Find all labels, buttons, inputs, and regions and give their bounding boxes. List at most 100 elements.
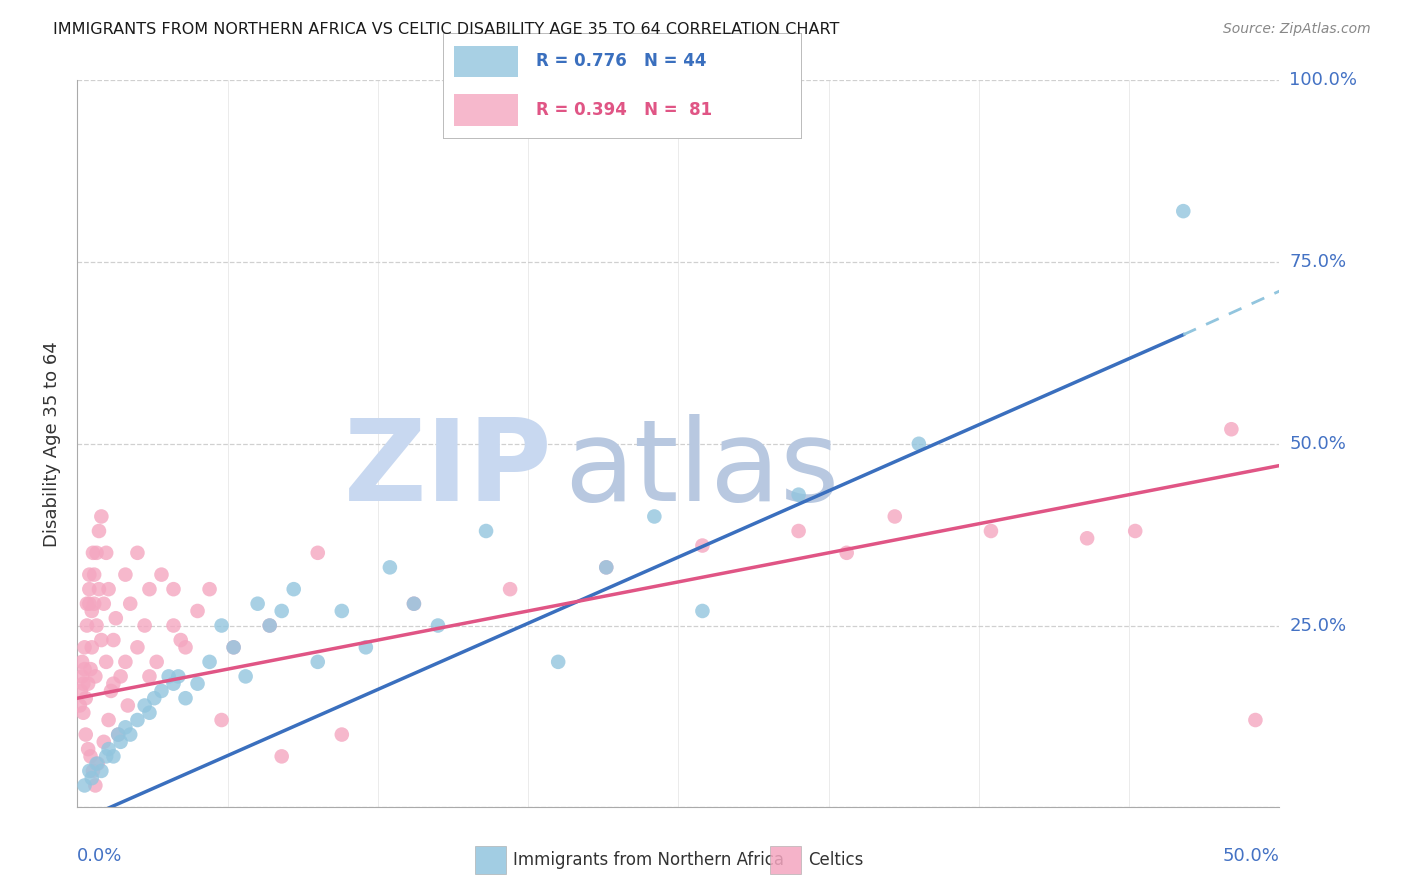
Point: [1173, 204, 1195, 219]
Point: [127, 546, 149, 560]
Point: [110, 669, 132, 683]
Point: [145, 655, 167, 669]
Point: [186, 604, 209, 618]
Point: [134, 618, 156, 632]
Point: [157, 669, 180, 683]
Point: [222, 640, 245, 655]
Point: [107, 728, 129, 742]
Point: [84, 669, 107, 683]
Text: ZIP: ZIP: [343, 414, 553, 524]
Point: [402, 597, 425, 611]
Bar: [454, 94, 519, 126]
Point: [70, 684, 93, 698]
Point: [330, 728, 353, 742]
Text: 75.0%: 75.0%: [1289, 253, 1347, 271]
Point: [84, 779, 107, 793]
Point: [90, 764, 112, 778]
Point: [150, 567, 173, 582]
Point: [79, 582, 101, 597]
Point: [1123, 524, 1146, 538]
Point: [980, 524, 1002, 538]
Point: [100, 684, 122, 698]
Point: [235, 669, 257, 683]
Point: [138, 706, 160, 720]
Point: [246, 597, 269, 611]
Point: [908, 437, 931, 451]
Point: [107, 728, 129, 742]
Point: [595, 560, 617, 574]
Point: [167, 669, 190, 683]
Point: [96, 749, 118, 764]
Point: [127, 713, 149, 727]
Point: [97, 582, 120, 597]
Point: [330, 604, 353, 618]
Point: [77, 742, 100, 756]
Point: [211, 713, 233, 727]
Point: [75, 691, 97, 706]
Text: R = 0.776   N = 44: R = 0.776 N = 44: [536, 53, 707, 70]
Point: [87, 582, 110, 597]
Point: [114, 720, 136, 734]
Point: [97, 713, 120, 727]
Point: [114, 655, 136, 669]
Point: [93, 735, 115, 749]
Point: [79, 764, 101, 778]
Point: [117, 698, 139, 713]
Point: [69, 698, 91, 713]
Point: [110, 735, 132, 749]
Point: [170, 633, 193, 648]
Point: [150, 684, 173, 698]
Point: [96, 546, 118, 560]
Text: 100.0%: 100.0%: [1289, 71, 1357, 89]
Point: [97, 742, 120, 756]
Point: [103, 749, 125, 764]
Point: [73, 662, 96, 676]
Point: [120, 728, 142, 742]
Point: [547, 655, 569, 669]
Point: [86, 618, 108, 632]
Text: 50.0%: 50.0%: [1223, 847, 1279, 865]
Text: Immigrants from Northern Africa: Immigrants from Northern Africa: [513, 851, 785, 869]
Point: [787, 488, 810, 502]
Point: [90, 509, 112, 524]
Point: [73, 779, 96, 793]
Point: [162, 582, 184, 597]
Point: [104, 611, 127, 625]
Point: [96, 655, 118, 669]
Point: [787, 524, 810, 538]
Point: [499, 582, 522, 597]
Point: [1220, 422, 1243, 436]
Point: [143, 691, 166, 706]
Point: [643, 509, 665, 524]
Text: atlas: atlas: [564, 414, 839, 524]
Point: [120, 597, 142, 611]
Point: [198, 582, 221, 597]
Point: [76, 597, 98, 611]
Point: [72, 706, 94, 720]
Text: 0.0%: 0.0%: [77, 847, 122, 865]
Point: [138, 669, 160, 683]
Point: [259, 618, 281, 632]
Point: [283, 582, 305, 597]
Point: [79, 597, 101, 611]
Text: IMMIGRANTS FROM NORTHERN AFRICA VS CELTIC DISABILITY AGE 35 TO 64 CORRELATION CH: IMMIGRANTS FROM NORTHERN AFRICA VS CELTI…: [53, 22, 839, 37]
Point: [270, 749, 292, 764]
Point: [83, 567, 105, 582]
Point: [82, 546, 104, 560]
Point: [90, 633, 112, 648]
Point: [270, 604, 292, 618]
Point: [73, 640, 96, 655]
Point: [127, 640, 149, 655]
Point: [80, 771, 103, 785]
Point: [1076, 531, 1098, 545]
Point: [402, 597, 425, 611]
Point: [114, 567, 136, 582]
Point: [307, 546, 329, 560]
Point: [103, 676, 125, 690]
Point: [883, 509, 905, 524]
Point: [79, 567, 101, 582]
Point: [198, 655, 221, 669]
Point: [75, 728, 97, 742]
Text: Source: ZipAtlas.com: Source: ZipAtlas.com: [1223, 22, 1371, 37]
Point: [1244, 713, 1267, 727]
